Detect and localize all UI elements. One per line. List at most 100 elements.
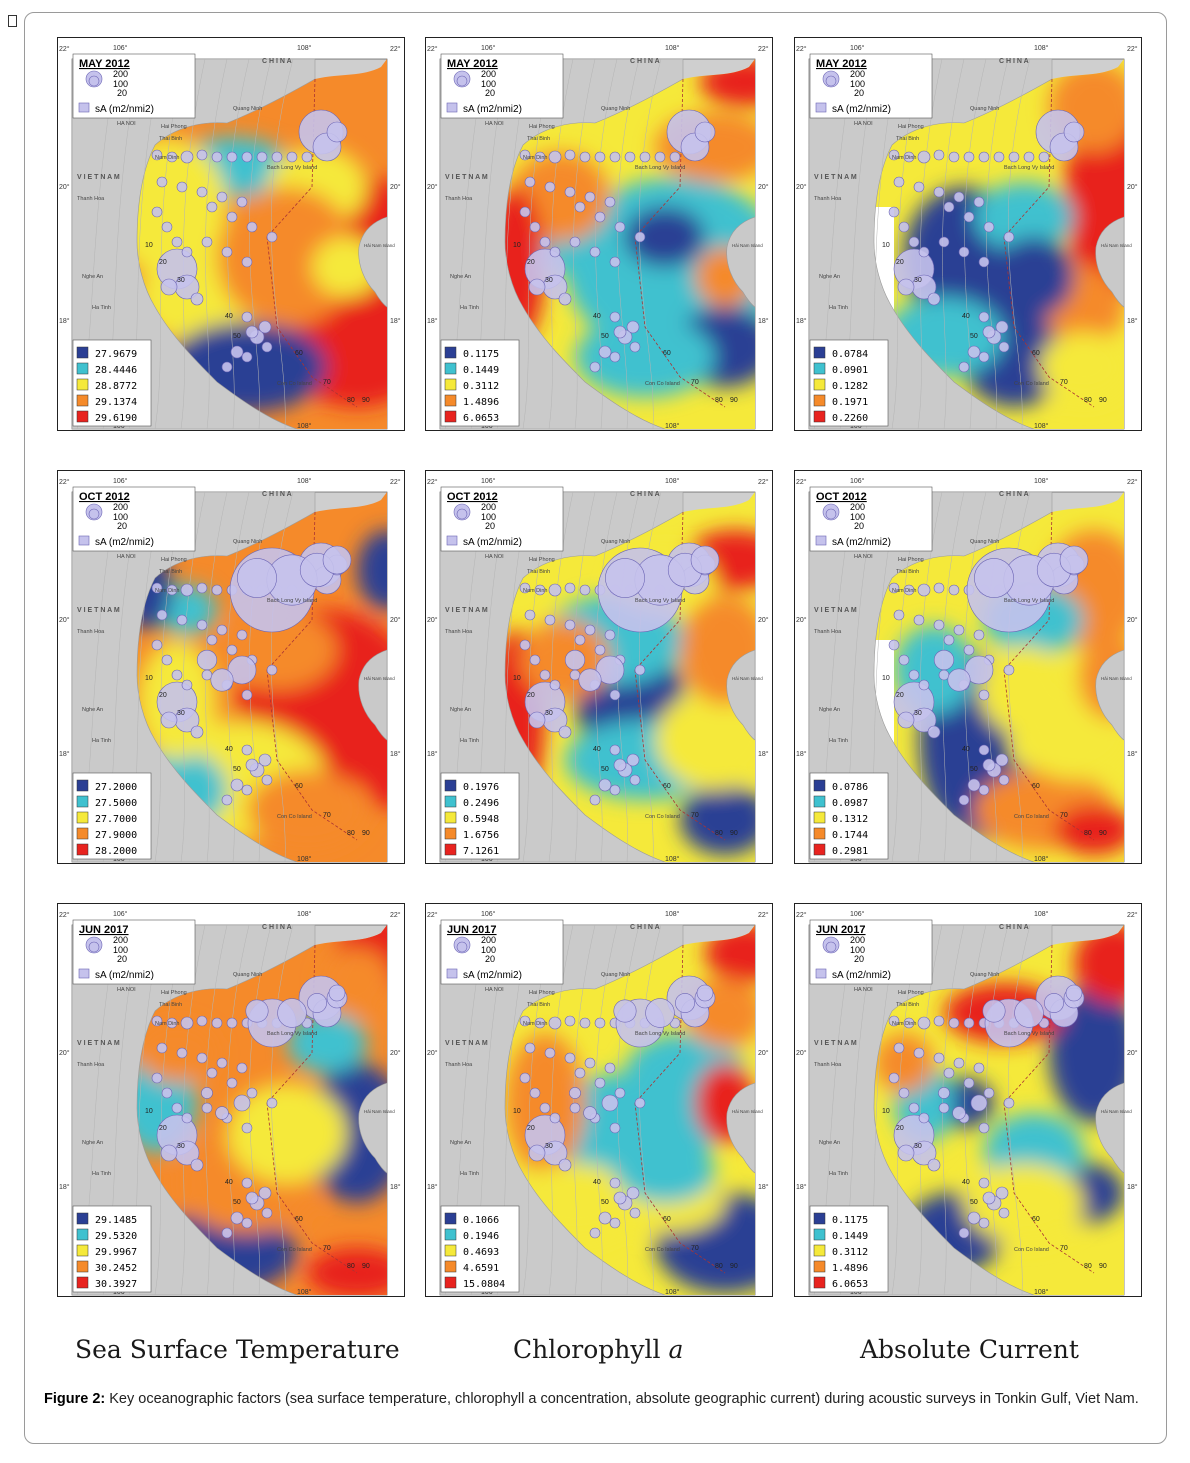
svg-text:100: 100 — [850, 79, 865, 89]
svg-text:C H I N A: C H I N A — [630, 924, 660, 931]
svg-text:Thanh Hoa: Thanh Hoa — [445, 1062, 473, 1068]
svg-text:70: 70 — [691, 379, 699, 386]
svg-text:Nam Dinh: Nam Dinh — [155, 155, 179, 161]
svg-text:Hải Nam Island: Hải Nam Island — [732, 676, 763, 681]
svg-text:108°: 108° — [1034, 422, 1049, 430]
legend-value: 4.6591 — [463, 1263, 499, 1274]
svg-text:V I E T N A M: V I E T N A M — [77, 1040, 120, 1047]
svg-text:Thanh Hoa: Thanh Hoa — [77, 196, 105, 202]
svg-text:80: 80 — [715, 397, 723, 404]
legend-value: 27.7000 — [95, 814, 137, 825]
svg-text:22°: 22° — [59, 478, 70, 486]
svg-text:18°: 18° — [427, 1183, 438, 1191]
svg-text:HA NOI: HA NOI — [854, 987, 873, 993]
svg-text:C H I N A: C H I N A — [262, 58, 292, 65]
svg-text:Quang Ninh: Quang Ninh — [970, 539, 999, 545]
value-legend: 0.1976 0.2496 0.5948 1.6756 7.1261 — [440, 772, 520, 860]
svg-text:Quang Ninh: Quang Ninh — [970, 106, 999, 112]
svg-text:Con Co Island: Con Co Island — [277, 1247, 312, 1253]
svg-text:Con Co Island: Con Co Island — [645, 814, 680, 820]
svg-text:20: 20 — [159, 259, 167, 266]
svg-text:90: 90 — [362, 397, 370, 404]
svg-text:90: 90 — [730, 1263, 738, 1270]
legend-value: 0.1282 — [832, 381, 868, 392]
svg-text:Nghe An: Nghe An — [82, 274, 103, 280]
svg-text:50: 50 — [970, 333, 978, 340]
svg-text:108°: 108° — [665, 910, 680, 918]
svg-text:40: 40 — [593, 313, 601, 320]
column-label-chlorophyll: Chlorophyll a — [513, 1335, 684, 1364]
svg-text:22°: 22° — [1127, 45, 1138, 53]
figure-caption: Figure 2: Key oceanographic factors (sea… — [44, 1390, 1152, 1408]
svg-text:C H I N A: C H I N A — [630, 491, 660, 498]
svg-text:Hai Phong: Hai Phong — [898, 990, 924, 996]
survey-title: JUN 2017 — [816, 924, 866, 936]
svg-text:C H I N A: C H I N A — [262, 924, 292, 931]
svg-text:20°: 20° — [1127, 616, 1138, 624]
legend-value: 0.1744 — [832, 830, 868, 841]
svg-text:60: 60 — [663, 783, 671, 790]
legend-value: 0.1449 — [832, 1231, 868, 1242]
map-svg: 106° 108°106° 108°22° 22°20° 20°18° 18°C H I … — [57, 37, 405, 431]
svg-text:20°: 20° — [1127, 1049, 1138, 1057]
svg-text:50: 50 — [233, 333, 241, 340]
svg-text:108°: 108° — [665, 422, 680, 430]
map-svg: 106° 108°106° 108°22° 22°20° 20°18° 18°C H I … — [425, 37, 773, 431]
svg-text:Con Co Island: Con Co Island — [1014, 381, 1049, 387]
svg-text:200: 200 — [113, 935, 128, 945]
legend-value: 29.6190 — [95, 413, 137, 424]
svg-text:22°: 22° — [59, 911, 70, 919]
svg-text:20°: 20° — [796, 616, 807, 624]
legend-value: 0.3112 — [832, 1247, 868, 1258]
svg-text:20: 20 — [854, 88, 864, 98]
svg-text:Quang Ninh: Quang Ninh — [233, 106, 262, 112]
svg-text:Ha Tinh: Ha Tinh — [460, 1171, 479, 1177]
svg-text:Bach Long Vy Island: Bach Long Vy Island — [635, 165, 685, 171]
svg-text:100: 100 — [113, 945, 128, 955]
svg-text:Hai Phong: Hai Phong — [161, 557, 187, 563]
map-svg: 106° 108°106° 108°22° 22°20° 20°18° 18°C H I … — [425, 903, 773, 1297]
legend-value: 0.1175 — [832, 1215, 868, 1226]
svg-text:30: 30 — [177, 277, 185, 284]
legend-value: 0.0784 — [832, 349, 868, 360]
svg-text:10: 10 — [882, 1108, 890, 1115]
svg-text:20°: 20° — [390, 183, 401, 191]
svg-text:Hai Phong: Hai Phong — [161, 990, 187, 996]
corner-marker — [8, 15, 17, 27]
svg-text:Thanh Hoa: Thanh Hoa — [814, 1062, 842, 1068]
svg-text:200: 200 — [481, 69, 496, 79]
legend-value: 0.1946 — [463, 1231, 499, 1242]
svg-text:18°: 18° — [59, 1183, 70, 1191]
survey-title: OCT 2012 — [447, 491, 498, 503]
svg-text:200: 200 — [850, 935, 865, 945]
svg-text:108°: 108° — [1034, 855, 1049, 863]
svg-text:50: 50 — [970, 1199, 978, 1206]
svg-text:22°: 22° — [796, 911, 807, 919]
svg-text:V I E T N A M: V I E T N A M — [445, 174, 488, 181]
svg-text:HA NOI: HA NOI — [117, 121, 136, 127]
svg-text:60: 60 — [663, 350, 671, 357]
caption-text: Key oceanographic factors (sea surface t… — [105, 1391, 1139, 1407]
value-legend: 0.1175 0.1449 0.3112 1.4896 6.0653 — [440, 339, 520, 427]
survey-title: MAY 2012 — [79, 58, 130, 70]
svg-text:sA (m2/nmi2): sA (m2/nmi2) — [95, 104, 154, 115]
value-legend: 27.9679 28.4446 28.8772 29.1374 29.6190 — [72, 339, 152, 427]
svg-text:20: 20 — [485, 521, 495, 531]
svg-text:30: 30 — [545, 277, 553, 284]
svg-text:200: 200 — [481, 935, 496, 945]
svg-text:60: 60 — [1032, 1216, 1040, 1223]
svg-text:108°: 108° — [665, 1288, 680, 1296]
svg-text:20°: 20° — [59, 183, 70, 191]
svg-text:Nghe An: Nghe An — [819, 1140, 840, 1146]
svg-text:Nghe An: Nghe An — [450, 1140, 471, 1146]
legend-value: 15.0804 — [463, 1279, 505, 1290]
svg-text:Nghe An: Nghe An — [819, 274, 840, 280]
svg-text:HA NOI: HA NOI — [485, 987, 504, 993]
map-svg: 106° 108°106° 108°22° 22°20° 20°18° 18°C H I … — [425, 470, 773, 864]
svg-text:80: 80 — [715, 1263, 723, 1270]
legend-value: 27.5000 — [95, 798, 137, 809]
svg-text:Nghe An: Nghe An — [450, 274, 471, 280]
svg-text:Thai Binh: Thai Binh — [159, 136, 182, 142]
svg-text:sA (m2/nmi2): sA (m2/nmi2) — [463, 970, 522, 981]
